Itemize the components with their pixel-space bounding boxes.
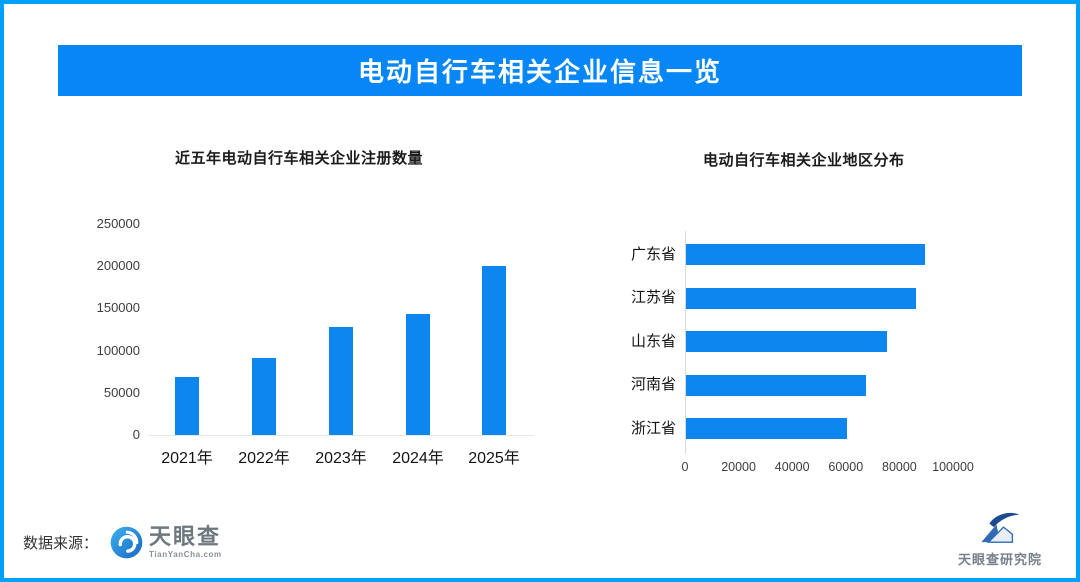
x-axis-tick-label: 80000	[882, 460, 917, 474]
y-axis-category-label: 江苏省	[630, 289, 676, 306]
tianyancha-aperture-icon	[110, 526, 143, 558]
bar-2021年	[175, 376, 199, 435]
x-axis-category-label: 2021年	[161, 450, 213, 467]
tianyancha-name: 天眼查	[149, 523, 222, 549]
left-chart-title: 近五年电动自行车相关企业注册数量	[175, 150, 424, 167]
x-axis-tick-label: 0	[681, 460, 689, 474]
y-axis-tick-label: 250000	[96, 216, 140, 231]
y-axis-tick-label: 200000	[96, 258, 140, 274]
x-axis-tick-label: 60000	[828, 460, 864, 474]
bar-广东省	[686, 244, 925, 265]
tianyancha-logo: 天眼查 TianYanCha.com	[110, 523, 222, 559]
x-axis-category-label: 2024年	[392, 450, 444, 467]
bar-2024年	[406, 314, 430, 435]
tianyancha-domain: TianYanCha.com	[149, 549, 222, 559]
page-title-banner: 电动自行车相关企业信息一览	[58, 45, 1022, 96]
data-source-label: 数据来源：	[23, 534, 99, 552]
data-source: 数据来源： 天眼查 TianYanCha.com	[23, 522, 222, 562]
y-axis-tick-label: 0	[132, 427, 140, 442]
y-axis-category-label: 浙江省	[630, 419, 676, 437]
research-institute-logo: 天眼查研究院	[945, 510, 1055, 568]
region-distribution-bar-chart: 广东省江苏省山东省河南省浙江省 0 20000 40000 60000 80000 1000…	[600, 205, 1060, 485]
right-chart-title: 电动自行车相关企业地区分布	[703, 152, 905, 169]
bar-2022年	[252, 358, 276, 435]
bar-2023年	[329, 326, 353, 435]
x-axis-category-label: 2023年	[315, 450, 367, 467]
page-title: 电动自行车相关企业信息一览	[357, 57, 722, 87]
y-axis-tick-label: 150000	[96, 300, 140, 316]
y-axis-tick-label: 100000	[96, 342, 140, 358]
x-axis-category-label: 2022年	[238, 450, 290, 467]
bar-河南省	[686, 374, 866, 396]
registrations-bar-chart: 0 50000 100000 150000 200000 250000 2021年 2022年…	[80, 205, 554, 477]
research-institute-name: 天眼查研究院	[957, 552, 1042, 567]
x-axis-tick-label: 20000	[721, 460, 756, 474]
bar-2025年	[482, 266, 506, 435]
x-axis-tick-label: 100000	[932, 460, 974, 474]
y-axis-line	[685, 231, 686, 454]
y-axis-category-label: 山东省	[630, 332, 676, 350]
bar-江苏省	[686, 287, 917, 309]
x-axis-category-label: 2025年	[468, 450, 520, 467]
bar-山东省	[686, 331, 887, 352]
mountain-swoosh-icon	[981, 512, 1020, 543]
x-axis-tick-label: 40000	[774, 460, 810, 474]
bar-浙江省	[686, 418, 847, 439]
tianyancha-logo-text: 天眼查 TianYanCha.com	[149, 523, 222, 559]
x-axis-line	[148, 435, 534, 436]
y-axis-tick-label: 50000	[103, 384, 140, 400]
y-axis-category-label: 河南省	[630, 376, 676, 393]
y-axis-category-label: 广东省	[630, 245, 676, 263]
